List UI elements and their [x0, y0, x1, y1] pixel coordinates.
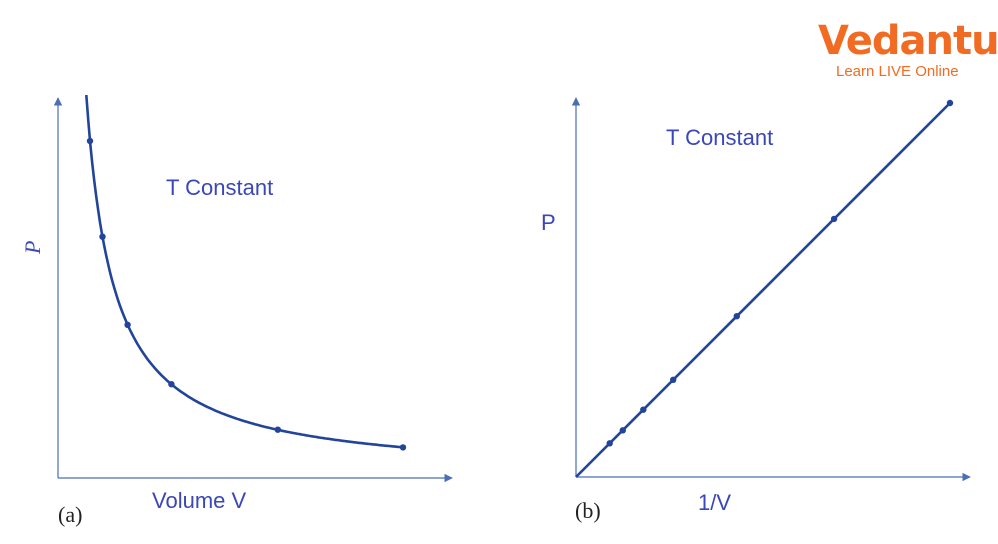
chart-b-annotation: T Constant — [666, 125, 773, 150]
chart-a-point — [86, 137, 94, 145]
chart-a-point — [274, 426, 281, 433]
chart-b-ylabel: P — [541, 210, 556, 235]
chart-b-point — [640, 406, 647, 413]
logo-name: Vedantu — [818, 18, 998, 64]
chart-a: T Constant Volume V P (a) — [20, 94, 453, 527]
chart-b-line — [575, 102, 951, 478]
chart-a-xlabel: Volume V — [152, 488, 246, 513]
chart-a-point — [399, 444, 407, 451]
chart-a-curve — [85, 94, 404, 449]
chart-a-annotation: T Constant — [166, 175, 273, 200]
chart-b-point — [619, 427, 626, 434]
chart-b-xlabel: 1/V — [698, 490, 731, 515]
chart-a-point — [99, 233, 106, 240]
vedantu-logo: Vedantu Learn LIVE Online — [818, 18, 998, 80]
chart-b: T Constant 1/V P (b) — [541, 97, 971, 523]
chart-a-point — [168, 381, 175, 388]
chart-b-point — [733, 313, 740, 320]
chart-a-panel-label: (a) — [58, 502, 82, 527]
chart-a-point — [124, 321, 131, 328]
chart-b-panel-label: (b) — [575, 498, 601, 523]
chart-b-point — [946, 99, 954, 107]
chart-b-point — [830, 215, 838, 223]
logo-tagline: Learn LIVE Online — [836, 63, 959, 80]
chart-a-ylabel: P — [20, 241, 45, 255]
chart-b-point — [606, 440, 613, 447]
chart-b-point — [670, 376, 677, 383]
